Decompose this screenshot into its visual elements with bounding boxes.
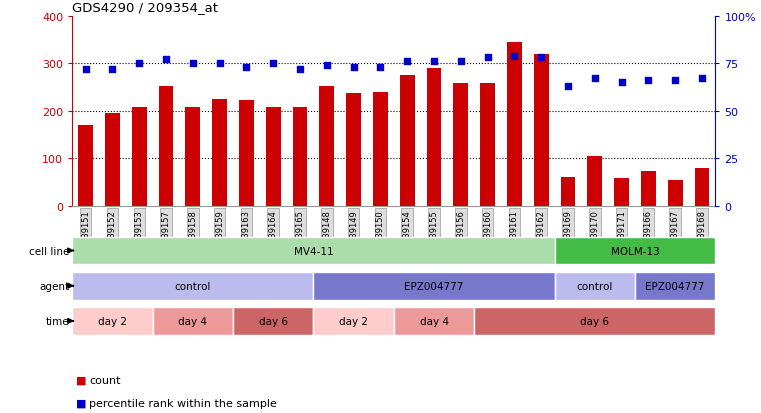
- Text: day 2: day 2: [339, 316, 368, 326]
- Bar: [78, 126, 93, 206]
- Point: [562, 83, 574, 90]
- Bar: [695, 169, 709, 206]
- Bar: [132, 108, 147, 206]
- Text: GDS4290 / 209354_at: GDS4290 / 209354_at: [72, 1, 218, 14]
- Bar: [266, 108, 281, 206]
- Bar: [293, 108, 307, 206]
- Text: agent: agent: [39, 281, 69, 291]
- Bar: [635, 272, 715, 300]
- Text: MV4-11: MV4-11: [294, 246, 333, 256]
- Bar: [394, 307, 474, 335]
- Point: [535, 55, 547, 62]
- Point: [616, 80, 628, 86]
- Point: [80, 66, 92, 73]
- Point: [642, 78, 654, 84]
- Bar: [668, 180, 683, 206]
- Bar: [212, 100, 227, 206]
- Point: [320, 63, 333, 69]
- Point: [455, 59, 467, 65]
- Point: [160, 57, 172, 64]
- Bar: [474, 307, 715, 335]
- Bar: [346, 94, 361, 206]
- Point: [214, 61, 226, 67]
- Bar: [320, 86, 334, 206]
- Point: [294, 66, 306, 73]
- Point: [428, 59, 440, 65]
- Point: [482, 55, 494, 62]
- Bar: [314, 272, 555, 300]
- Point: [669, 78, 681, 84]
- Text: day 2: day 2: [98, 316, 127, 326]
- Bar: [641, 172, 656, 206]
- Bar: [373, 93, 388, 206]
- Bar: [555, 237, 715, 265]
- Bar: [427, 69, 441, 206]
- Text: count: count: [89, 375, 120, 385]
- Point: [508, 53, 521, 60]
- Bar: [159, 87, 174, 206]
- Point: [348, 64, 360, 71]
- Bar: [614, 179, 629, 206]
- Bar: [400, 76, 415, 206]
- Point: [589, 76, 601, 83]
- Bar: [72, 237, 555, 265]
- Point: [374, 64, 387, 71]
- Bar: [72, 307, 153, 335]
- Bar: [533, 55, 549, 206]
- Text: cell line: cell line: [29, 246, 69, 256]
- Bar: [561, 178, 575, 206]
- Bar: [239, 101, 254, 206]
- Point: [107, 66, 119, 73]
- Bar: [314, 307, 394, 335]
- Text: day 4: day 4: [178, 316, 207, 326]
- Text: EPZ004777: EPZ004777: [404, 281, 463, 291]
- Bar: [72, 272, 314, 300]
- Text: percentile rank within the sample: percentile rank within the sample: [89, 398, 277, 408]
- Text: day 4: day 4: [419, 316, 448, 326]
- Point: [401, 59, 413, 65]
- Text: MOLM-13: MOLM-13: [610, 246, 659, 256]
- Text: day 6: day 6: [581, 316, 610, 326]
- Bar: [507, 43, 522, 206]
- Bar: [153, 307, 233, 335]
- Text: ■: ■: [76, 375, 87, 385]
- Bar: [186, 108, 200, 206]
- Bar: [105, 114, 119, 206]
- Point: [696, 76, 708, 83]
- Text: control: control: [577, 281, 613, 291]
- Text: day 6: day 6: [259, 316, 288, 326]
- Text: ■: ■: [76, 398, 87, 408]
- Text: time: time: [46, 316, 69, 326]
- Bar: [454, 84, 468, 206]
- Text: EPZ004777: EPZ004777: [645, 281, 705, 291]
- Point: [186, 61, 199, 67]
- Point: [133, 61, 145, 67]
- Bar: [555, 272, 635, 300]
- Bar: [587, 157, 602, 206]
- Text: control: control: [175, 281, 211, 291]
- Bar: [233, 307, 314, 335]
- Bar: [480, 84, 495, 206]
- Point: [240, 64, 253, 71]
- Point: [267, 61, 279, 67]
